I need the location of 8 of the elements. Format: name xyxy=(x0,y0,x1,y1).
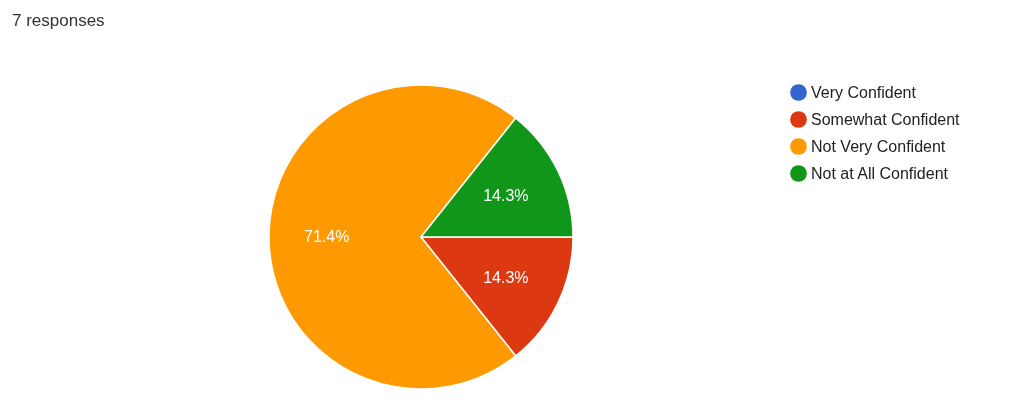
data-label: 14.3% xyxy=(483,268,529,286)
data-label: 14.3% xyxy=(483,187,529,205)
text: 7 responses xyxy=(12,11,105,30)
legend-label: Not Very Confident xyxy=(811,137,946,155)
legend-label: Very Confident xyxy=(811,83,917,101)
data-label: 71.4% xyxy=(304,228,350,245)
legend-label: Not at All Confident xyxy=(811,164,949,182)
legend-label: Somewhat Confident xyxy=(811,110,961,128)
